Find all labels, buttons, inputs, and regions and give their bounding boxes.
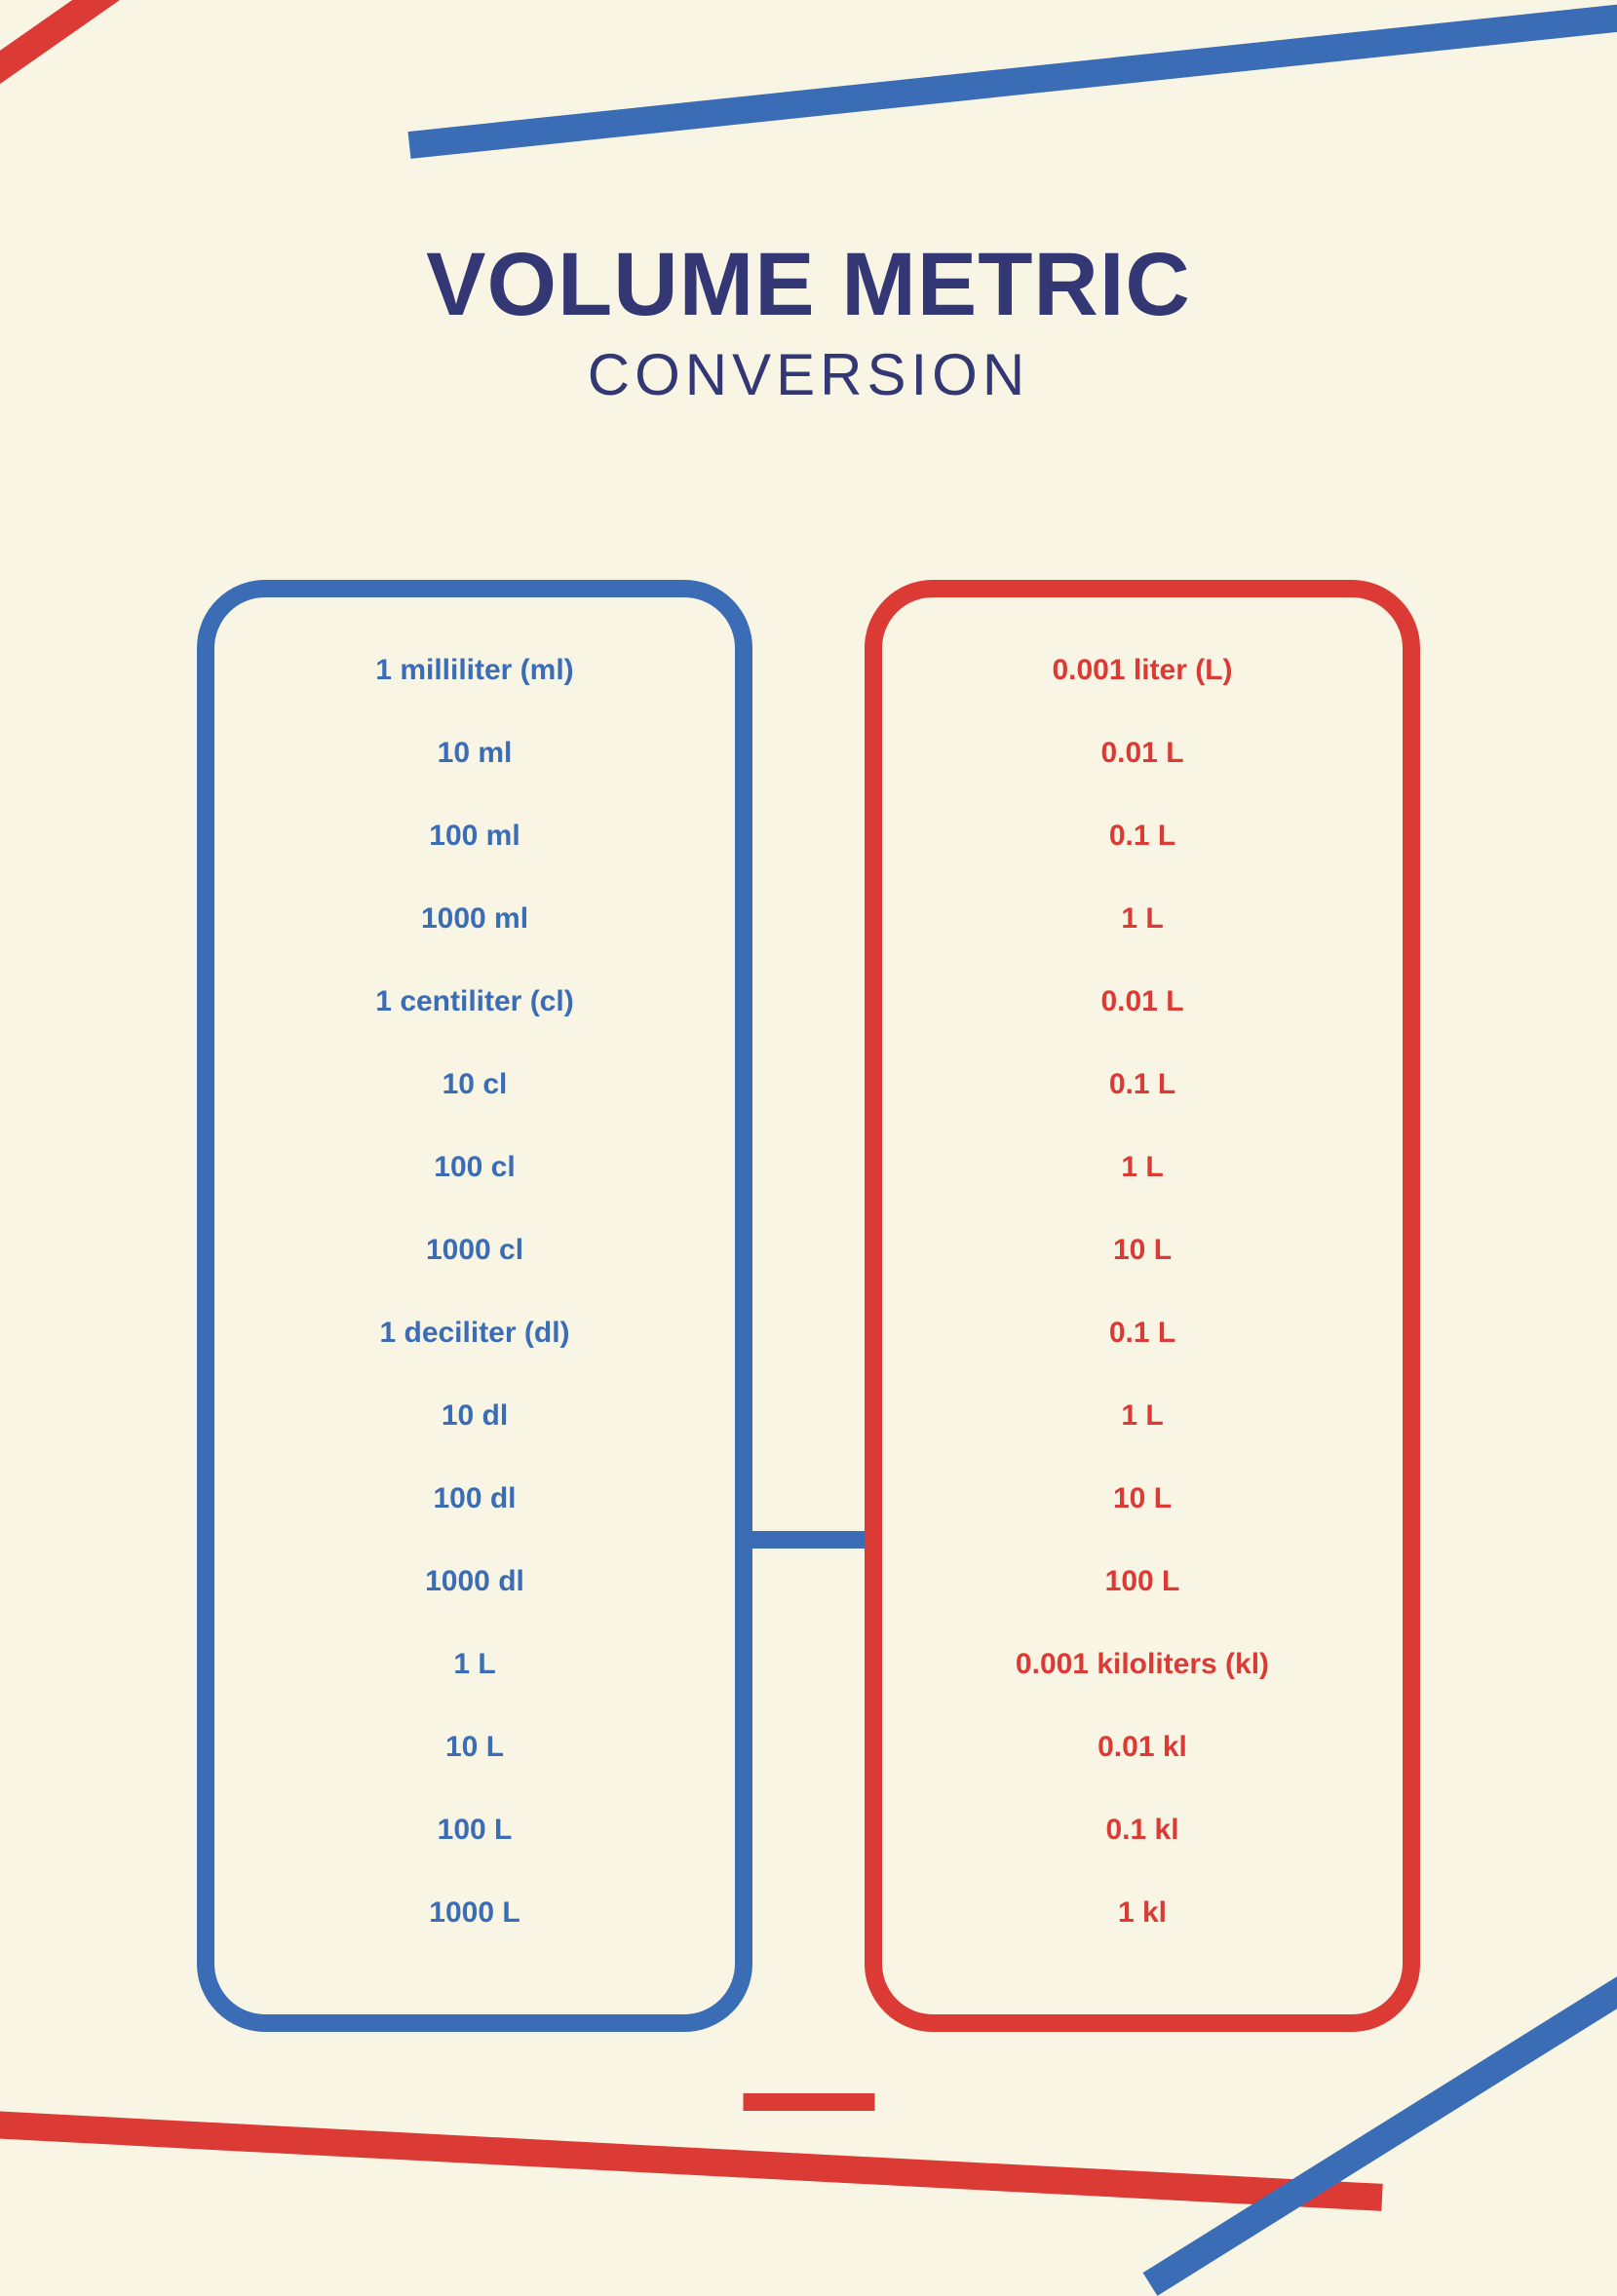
panels-container: 1 milliliter (ml) 10 ml 100 ml 1000 ml 1…: [0, 580, 1617, 2032]
conversion-item: 1000 L: [429, 1896, 520, 1930]
conversion-item: 0.1 L: [1109, 1068, 1175, 1101]
conversion-item: 10 L: [1113, 1234, 1172, 1267]
decorative-line-red-bottom: [0, 2110, 1383, 2211]
conversion-item: 1 centiliter (cl): [375, 985, 573, 1018]
conversion-item: 1 milliliter (ml): [375, 654, 573, 687]
page-title: VOLUME METRIC: [0, 234, 1617, 336]
conversion-item: 0.001 kiloliters (kl): [1016, 1648, 1269, 1681]
conversion-item: 0.01 L: [1100, 737, 1183, 770]
conversion-item: 10 cl: [443, 1068, 508, 1101]
conversion-item: 100 ml: [429, 820, 520, 853]
left-panel-content: 1 milliliter (ml) 10 ml 100 ml 1000 ml 1…: [214, 597, 735, 2014]
conversion-item: 0.1 L: [1109, 820, 1175, 853]
conversion-item: 0.1 kl: [1105, 1814, 1178, 1847]
connector-red: [743, 2093, 874, 2111]
conversion-item: 0.01 kl: [1097, 1731, 1187, 1764]
conversion-item: 1 deciliter (dl): [379, 1317, 569, 1350]
right-panel-content: 0.001 liter (L) 0.01 L 0.1 L 1 L 0.01 L …: [882, 597, 1403, 2014]
left-panel: 1 milliliter (ml) 10 ml 100 ml 1000 ml 1…: [197, 580, 752, 2032]
conversion-item: 1000 ml: [421, 902, 528, 936]
conversion-item: 1 L: [453, 1648, 495, 1681]
decorative-line-red-top: [0, 0, 359, 112]
conversion-item: 100 dl: [433, 1482, 516, 1515]
conversion-item: 10 dl: [442, 1399, 508, 1433]
conversion-item: 100 L: [1105, 1565, 1180, 1598]
conversion-item: 100 cl: [434, 1151, 515, 1184]
header-section: VOLUME METRIC CONVERSION: [0, 234, 1617, 408]
conversion-item: 10 L: [445, 1731, 504, 1764]
conversion-item: 1 kl: [1118, 1896, 1167, 1930]
conversion-item: 100 L: [438, 1814, 513, 1847]
conversion-item: 0.01 L: [1100, 985, 1183, 1018]
decorative-line-blue-top: [408, 0, 1617, 159]
conversion-item: 1 L: [1121, 902, 1163, 936]
right-panel: 0.001 liter (L) 0.01 L 0.1 L 1 L 0.01 L …: [865, 580, 1420, 2032]
conversion-item: 10 ml: [438, 737, 513, 770]
conversion-item: 1000 cl: [426, 1234, 523, 1267]
conversion-item: 1000 dl: [425, 1565, 524, 1598]
conversion-item: 0.001 liter (L): [1052, 654, 1232, 687]
conversion-item: 1 L: [1121, 1399, 1163, 1433]
conversion-item: 1 L: [1121, 1151, 1163, 1184]
page-subtitle: CONVERSION: [0, 341, 1617, 408]
conversion-item: 0.1 L: [1109, 1317, 1175, 1350]
conversion-item: 10 L: [1113, 1482, 1172, 1515]
connector-blue: [743, 1531, 874, 1549]
